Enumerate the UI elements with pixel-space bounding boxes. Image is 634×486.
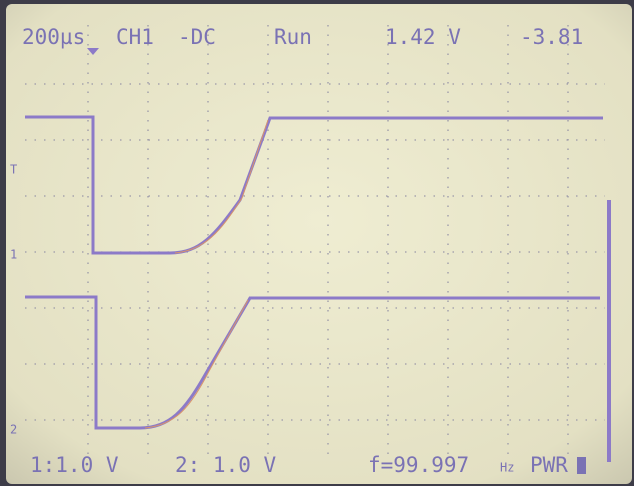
oscilloscope-screen: 200µs CH1 -DC Run 1.42 V -3.81 T 1 2 1:1… [0,0,634,486]
page: 200µs CH1 -DC Run 1.42 V -3.81 T 1 2 1:1… [0,0,634,486]
frequency: f=99.997 [368,453,469,477]
coupling: -DC [178,25,216,49]
ch2-marker: 2 [10,423,17,437]
trigger-marker: T [10,163,17,177]
frequency-unit: Hz [500,461,514,475]
ch1-marker: 1 [10,248,17,262]
offset: -3.81 [520,25,583,49]
run-state: Run [274,25,312,49]
ch2-scale: 2: 1.0 V [175,453,277,477]
level-bar [607,200,611,462]
power-icon [577,457,586,474]
voltage: 1.42 V [385,25,461,49]
channel: CH1 [116,25,154,49]
ch1-scale: 1:1.0 V [30,453,119,477]
power-label: PWR [530,453,568,477]
display [6,4,632,484]
timebase: 200µs [22,25,85,49]
